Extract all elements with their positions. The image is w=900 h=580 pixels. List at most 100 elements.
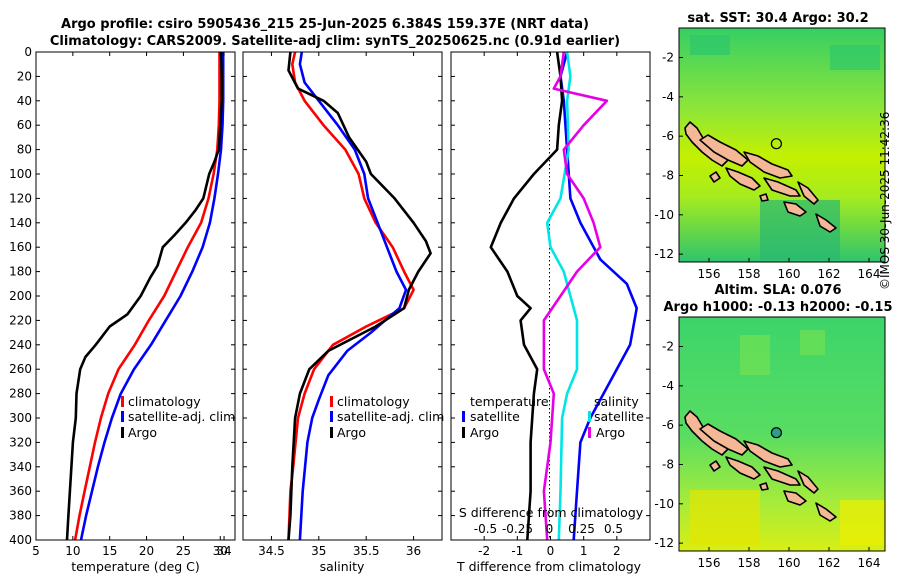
legend-argo: Argo [128, 425, 157, 440]
island-shape [725, 456, 761, 480]
temperature-x-ticks: 5 10 15 20 25 30 [32, 52, 228, 558]
legend-s-argo: Argo [596, 425, 625, 440]
y-tick-label: 400 [9, 533, 32, 547]
island-shape [783, 201, 807, 217]
depth-ticks: 0 20 40 60 80 100 120 140 160 180 200 220 240 260 280 3… [9, 45, 650, 547]
legend-t-argo: Argo [470, 425, 499, 440]
x-tick-label: 35 [311, 544, 326, 558]
island-shape [815, 213, 837, 233]
x-tick-label: 20 [139, 544, 154, 558]
y-tick-label: 220 [9, 313, 32, 327]
lat-tick-label: -12 [654, 247, 674, 261]
lat-tick-label: -10 [654, 208, 674, 222]
island-shape [743, 440, 793, 468]
lat-tick-label: -8 [662, 457, 674, 471]
salinity-x-ticks: 34 34.5 35 35.5 36 [216, 52, 421, 558]
x-tick-label: 35.5 [353, 544, 380, 558]
sst-cool-patch [690, 35, 730, 55]
title-line-2: Climatology: CARS2009. Satellite-adj cli… [50, 34, 620, 49]
s-tick-label: 0.5 [604, 522, 623, 536]
legend-swatch-satellite [330, 411, 333, 422]
y-tick-label: 120 [9, 191, 32, 205]
y-tick-label: 380 [9, 509, 32, 523]
lon-tick-label: 162 [818, 556, 841, 570]
legend-climatology: climatology [128, 394, 201, 409]
sla-high-patch [840, 500, 885, 545]
lat-tick-label: -10 [654, 497, 674, 511]
sla-patch [800, 330, 825, 355]
y-tick-label: 160 [9, 240, 32, 254]
legend-satellite: satellite-adj. clim [128, 409, 235, 424]
series-line-satellite-adj-clim [79, 52, 225, 540]
temperature-diff-legend: temperature satellite Argo [462, 394, 549, 440]
island-shape [759, 482, 769, 491]
x-tick-label: 36 [406, 544, 421, 558]
legend-swatch-climatology [330, 396, 333, 407]
x-tick-label: 2 [613, 544, 621, 558]
y-tick-label: 40 [17, 94, 32, 108]
series-line-climatology [287, 52, 415, 540]
series-line-argo [65, 52, 223, 540]
temperature-panel: 0204060801001201401601802002202402602803… [9, 45, 650, 574]
sla-map-area [679, 317, 885, 551]
argo-float-marker [770, 138, 783, 150]
sla-lat-ticks: -2 -4 -6 -8 -10 -12 [654, 339, 683, 550]
solomon-islands [684, 121, 837, 233]
lon-tick-label: 160 [778, 556, 801, 570]
x-tick-label: 5 [32, 544, 40, 558]
y-tick-label: 60 [17, 118, 32, 132]
lon-tick-label: 164 [858, 556, 881, 570]
island-shape [783, 490, 807, 506]
island-shape [743, 151, 793, 179]
s-tick-label: 0 [546, 522, 554, 536]
legend-swatch-satellite [121, 411, 124, 422]
x-tick-label: -1 [511, 544, 523, 558]
lon-tick-label: 156 [698, 556, 721, 570]
difference-series-group [489, 52, 639, 540]
island-shape [725, 167, 761, 191]
s-difference-ticks: -0.5 -0.25 0 0.25 0.5 [474, 522, 623, 536]
y-tick-label: 260 [9, 362, 32, 376]
legend-climatology: climatology [337, 394, 410, 409]
sst-lat-ticks: -2 -4 -6 -8 -10 -12 [654, 50, 683, 261]
s-tick-label: -0.5 [474, 522, 497, 536]
legend-swatch-argo [330, 427, 333, 438]
sst-map-panel: sat. SST: 30.4 Argo: 30.2 156 158 160 162 16… [654, 11, 886, 281]
legend-satellite: satellite-adj. clim [337, 409, 444, 424]
s-difference-label: S difference from climatology [459, 505, 644, 520]
y-tick-label: 80 [17, 143, 32, 157]
island-shape [709, 460, 721, 472]
lat-tick-label: -6 [662, 418, 674, 432]
salinity-x-label: salinity [320, 559, 365, 574]
salinity-series-group [287, 52, 432, 540]
s-tick-label: -0.25 [502, 522, 533, 536]
s-tick-label: 0.25 [568, 522, 595, 536]
legend-salinity-title: salinity [594, 394, 639, 409]
series-line-temperature-argo [489, 52, 564, 540]
salinity-axes-frame [242, 51, 443, 541]
temperature-legend: climatology satellite-adj. clim Argo [121, 394, 235, 440]
y-tick-label: 340 [9, 460, 32, 474]
legend-swatch-s-argo [588, 427, 591, 438]
x-tick-label: 34 [216, 544, 231, 558]
y-tick-label: 360 [9, 484, 32, 498]
difference-axes-frame [450, 51, 651, 541]
sst-map-title: sat. SST: 30.4 Argo: 30.2 [687, 11, 868, 26]
title-line-1: Argo profile: csiro 5905436_215 25-Jun-2… [61, 17, 589, 32]
temperature-series-group [65, 52, 225, 540]
legend-swatch-climatology [121, 396, 124, 407]
lat-tick-label: -12 [654, 536, 674, 550]
x-tick-label: -2 [478, 544, 490, 558]
legend-s-satellite: satellite [594, 409, 644, 424]
t-difference-x-ticks: -2 -1 0 1 2 [478, 52, 621, 558]
difference-panel: -2 -1 0 1 2 -0.5 -0.25 0 0.25 0.5 T difference f… [450, 51, 651, 574]
island-shape [797, 470, 819, 494]
t-difference-x-label: T difference from climatology [456, 559, 642, 574]
x-tick-label: 15 [102, 544, 117, 558]
sst-lon-ticks: 156 158 160 162 164 [698, 258, 880, 281]
y-tick-label: 300 [9, 411, 32, 425]
legend-argo: Argo [337, 425, 366, 440]
lon-tick-label: 156 [698, 267, 721, 281]
salinity-legend: climatology satellite-adj. clim Argo [330, 394, 444, 440]
